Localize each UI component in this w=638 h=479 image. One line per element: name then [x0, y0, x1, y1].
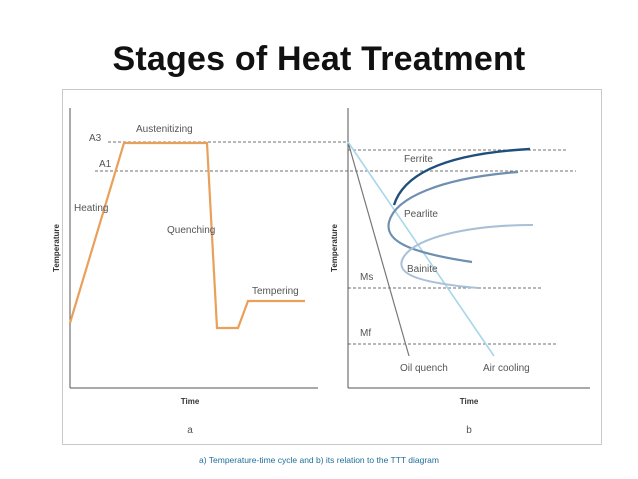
panel-b-letter: b [466, 425, 472, 436]
heating-label: Heating [74, 203, 108, 214]
slide-title: Stages of Heat Treatment [112, 40, 526, 78]
mf-label: Mf [360, 328, 371, 339]
tempering-label: Tempering [252, 286, 299, 297]
quenching-label: Quenching [167, 225, 215, 236]
oil-quench-label: Oil quench [400, 363, 448, 374]
panel-a: A3 A1 Austenitizing Heating Quenching Te… [52, 108, 576, 436]
panel-a-x-axis-label: Time [181, 397, 200, 406]
pearlite-label: Pearlite [404, 209, 438, 220]
oil-quench-line [347, 141, 410, 357]
panel-b: Ferrite Pearlite Bainite Ms Mf Oil quenc… [330, 108, 590, 436]
panel-b-x-axis-label: Time [460, 397, 479, 406]
panel-b-y-axis-label: Temperature [330, 224, 339, 272]
panel-a-y-axis-label: Temperature [52, 224, 61, 272]
air-cooling-label: Air cooling [483, 363, 530, 374]
bainite-label: Bainite [407, 264, 438, 275]
ms-label: Ms [360, 272, 373, 283]
figure-caption: a) Temperature-time cycle and b) its rel… [199, 455, 439, 465]
a3-label: A3 [89, 133, 102, 144]
temperature-time-cycle-curve [68, 141, 305, 330]
austenitizing-label: Austenitizing [136, 124, 193, 135]
panel-a-letter: a [187, 425, 193, 436]
ferrite-label: Ferrite [404, 154, 433, 165]
pearlite-curve [387, 170, 519, 264]
a1-label: A1 [99, 159, 112, 170]
bainite-curve [400, 224, 534, 289]
ferrite-curve [392, 147, 531, 206]
figure-frame [62, 89, 602, 445]
air-cooling-line [347, 141, 495, 357]
